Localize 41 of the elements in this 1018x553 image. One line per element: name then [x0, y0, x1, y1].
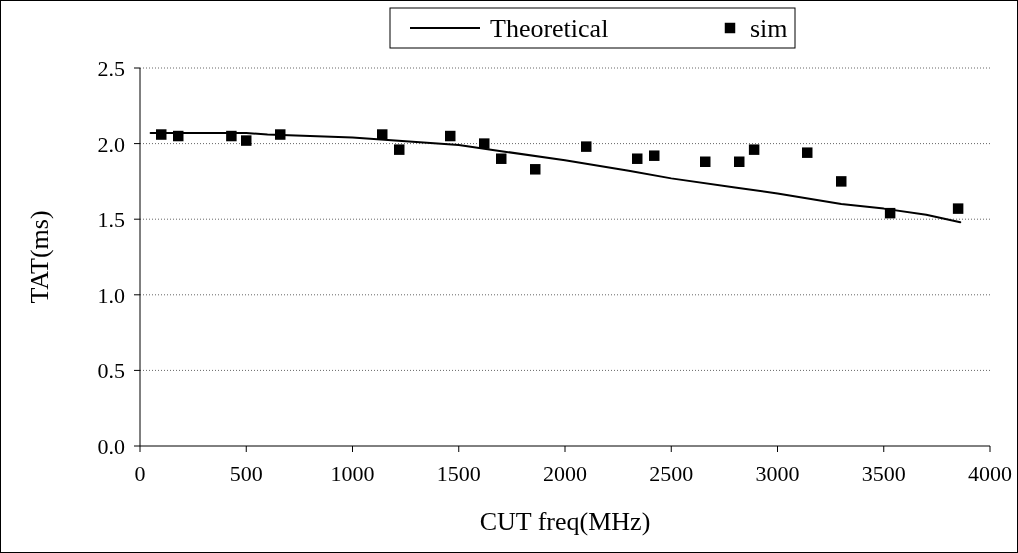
point — [649, 150, 660, 161]
x-tick-label: 4000 — [968, 461, 1012, 486]
point — [445, 130, 456, 142]
legend-label: sim — [750, 14, 788, 43]
point — [952, 203, 964, 214]
x-tick-label: 3500 — [861, 461, 906, 486]
point — [479, 138, 490, 149]
line-series — [149, 132, 962, 224]
point — [748, 144, 760, 155]
point — [802, 147, 813, 158]
x-tick-label: 2500 — [649, 461, 694, 486]
y-tick-label: 1.0 — [97, 282, 125, 308]
point — [700, 156, 711, 167]
point — [530, 164, 541, 175]
point — [581, 141, 592, 152]
point — [275, 129, 286, 140]
y-tick-label: 1.5 — [97, 207, 125, 233]
point — [496, 153, 507, 164]
point — [734, 156, 745, 167]
point — [173, 130, 184, 142]
y-tick-label: 0.5 — [97, 358, 125, 384]
x-tick-label: 500 — [229, 461, 263, 486]
point — [394, 144, 405, 155]
x-tick-label: 1000 — [330, 461, 375, 486]
y-tick-label: 0.0 — [97, 434, 125, 459]
point — [377, 129, 388, 140]
point — [156, 129, 167, 140]
x-tick-label: 2000 — [543, 461, 587, 486]
x-axis-title: CUT freq(MHz) — [479, 507, 651, 536]
point — [632, 153, 643, 164]
y-tick-label: 2.5 — [97, 56, 125, 81]
point — [241, 135, 252, 146]
x-tick-label: 0 — [134, 461, 146, 486]
y-tick-label: 2.0 — [97, 131, 125, 157]
point — [226, 130, 237, 142]
x-tick-label: 3000 — [755, 461, 800, 486]
point — [884, 207, 896, 219]
legend-label: Theoretical — [490, 14, 609, 43]
y-axis-title: TAT(ms) — [25, 210, 54, 304]
x-tick-label: 1500 — [436, 461, 481, 486]
point — [836, 176, 847, 187]
